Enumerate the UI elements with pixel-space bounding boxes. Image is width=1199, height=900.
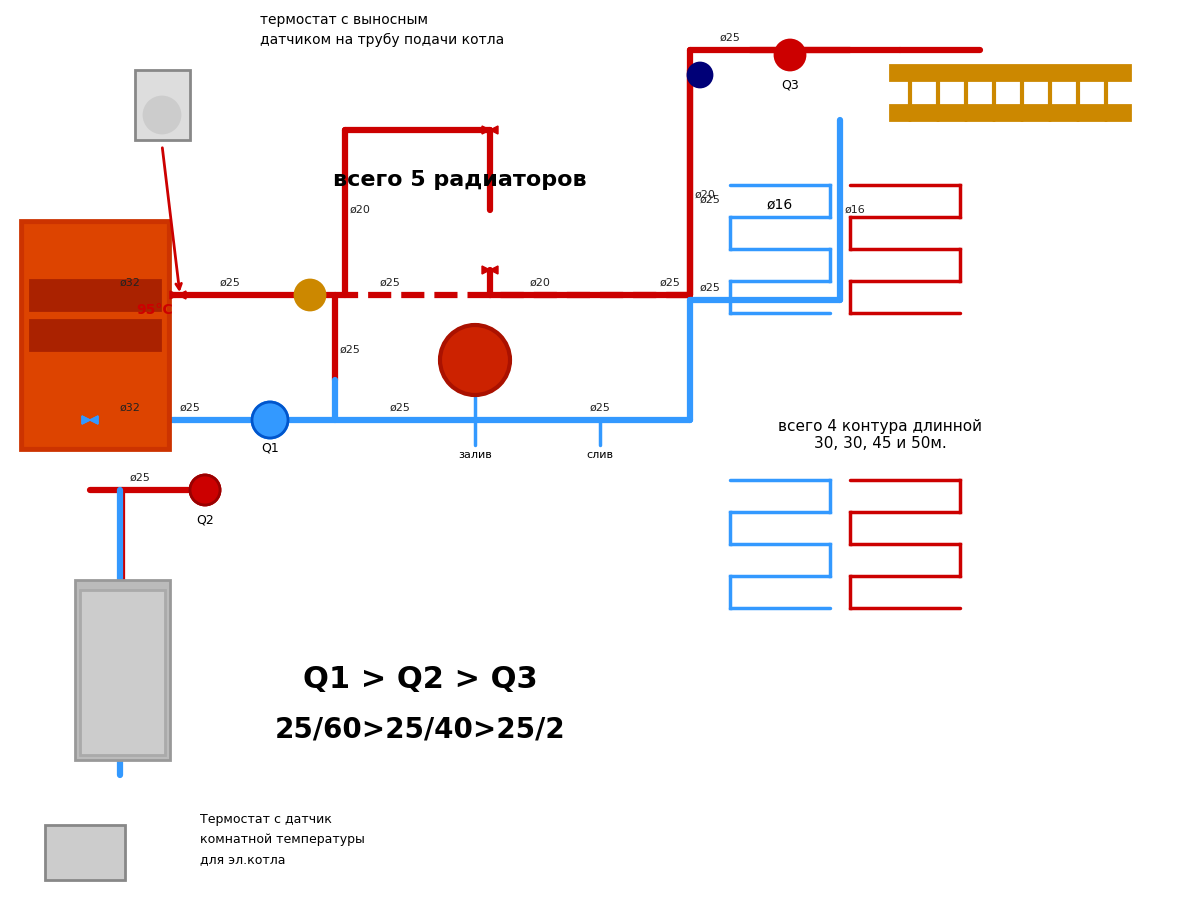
Circle shape [295, 280, 325, 310]
Bar [80, 590, 165, 755]
Text: датчиком на трубу подачи котла: датчиком на трубу подачи котла [260, 33, 505, 47]
Bar [135, 70, 189, 140]
Bar [76, 580, 170, 760]
Polygon shape [82, 416, 98, 424]
Text: Q3: Q3 [781, 78, 799, 92]
Text: ø32: ø32 [120, 403, 140, 413]
Text: залив: залив [458, 450, 492, 460]
Bar [25, 225, 165, 445]
Text: Термостат с датчик: Термостат с датчик [200, 814, 332, 826]
Text: ø25: ø25 [180, 403, 200, 413]
Text: для эл.котла: для эл.котла [200, 853, 285, 867]
Polygon shape [82, 416, 98, 424]
Polygon shape [170, 291, 186, 299]
Text: всего 4 контура длинной
30, 30, 45 и 50м.: всего 4 контура длинной 30, 30, 45 и 50м… [778, 418, 982, 451]
Text: ø16: ø16 [767, 198, 793, 212]
Circle shape [252, 402, 288, 438]
Bar [20, 220, 170, 450]
Text: ø25: ø25 [719, 33, 741, 43]
Polygon shape [482, 126, 498, 134]
Text: ø16: ø16 [844, 205, 866, 215]
Text: 95°C: 95°C [137, 303, 174, 317]
Circle shape [144, 97, 180, 133]
Text: ø25: ø25 [699, 283, 721, 293]
Bar [30, 280, 159, 310]
Text: Q1: Q1 [261, 442, 279, 454]
Bar [890, 65, 1129, 80]
Text: комнатной температуры: комнатной температуры [200, 833, 364, 847]
Text: ø25: ø25 [590, 403, 610, 413]
Text: Q1 > Q2 > Q3: Q1 > Q2 > Q3 [302, 665, 537, 695]
Text: всего 5 радиаторов: всего 5 радиаторов [333, 170, 586, 190]
Text: термостат с выносным: термостат с выносным [260, 13, 428, 27]
Text: ø25: ø25 [380, 278, 400, 288]
Text: ø25: ø25 [390, 403, 410, 413]
Text: ø20: ø20 [350, 205, 370, 215]
Polygon shape [482, 266, 498, 274]
Text: слив: слив [586, 450, 614, 460]
Text: ø25: ø25 [699, 195, 721, 205]
Text: ø25: ø25 [129, 473, 150, 483]
Circle shape [775, 40, 805, 70]
Text: ø20: ø20 [530, 278, 550, 288]
Text: ø25: ø25 [659, 278, 681, 288]
Text: ø25: ø25 [339, 345, 361, 355]
Text: ø25: ø25 [219, 278, 241, 288]
Bar [46, 825, 125, 880]
Circle shape [440, 325, 510, 395]
Circle shape [189, 475, 219, 505]
Text: Q2: Q2 [197, 514, 213, 526]
Bar [890, 105, 1129, 120]
Text: ø20: ø20 [694, 190, 716, 200]
Text: 25/60>25/40>25/2: 25/60>25/40>25/2 [275, 716, 565, 744]
Circle shape [688, 63, 712, 87]
Bar [30, 320, 159, 350]
Text: ø32: ø32 [120, 278, 140, 288]
